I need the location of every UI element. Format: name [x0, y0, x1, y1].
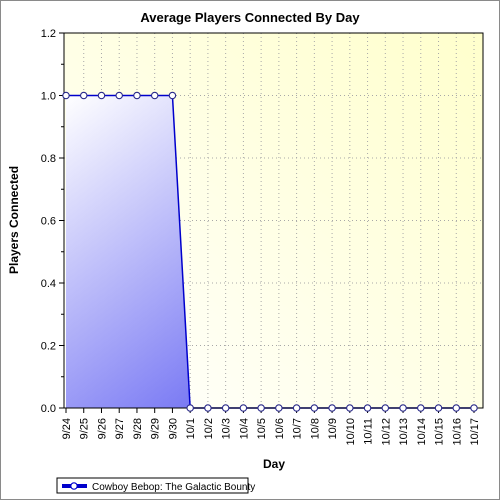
x-tick-label: 10/5 — [256, 418, 268, 439]
y-tick-label: 0.0 — [41, 403, 56, 415]
x-axis-label: Day — [263, 457, 285, 471]
data-point — [470, 404, 478, 412]
y-axis: 0.0 0.2 0.4 0.6 0.8 1.0 1.2 — [41, 28, 64, 415]
data-point — [168, 91, 177, 100]
x-tick-label: 10/9 — [327, 418, 339, 439]
data-point — [97, 91, 106, 100]
x-tick-label: 10/3 — [221, 418, 233, 439]
legend: Cowboy Bebop: The Galactic Bounty — [56, 477, 255, 494]
x-tick-label: 10/17 — [469, 418, 481, 446]
x-tick-label: 10/11 — [363, 418, 375, 445]
x-tick-label: 10/2 — [203, 418, 215, 439]
x-tick-label: 10/7 — [292, 418, 304, 439]
x-tick-label: 10/13 — [398, 418, 410, 446]
y-tick-label: 1.0 — [41, 91, 56, 103]
data-point — [62, 91, 70, 100]
x-tick-label: 10/6 — [274, 418, 286, 439]
x-tick-label: 10/14 — [416, 418, 428, 446]
x-tick-label: 10/12 — [380, 418, 392, 446]
data-point — [79, 91, 88, 100]
x-tick-label: 9/30 — [167, 418, 179, 439]
x-axis: 9/24 9/25 9/26 9/27 9/28 9/29 9/30 10/1 10/2 10/3… — [61, 408, 481, 446]
data-point — [150, 91, 159, 100]
data-point — [434, 404, 443, 412]
x-tick-label: 10/4 — [238, 418, 250, 439]
x-tick-label: 10/16 — [451, 418, 463, 446]
data-points — [62, 91, 478, 412]
data-point — [310, 404, 319, 412]
data-point — [239, 404, 248, 412]
data-point — [399, 404, 407, 412]
data-point — [204, 404, 212, 412]
data-point — [221, 404, 230, 412]
y-tick-label: 0.2 — [41, 341, 56, 353]
x-tick-label: 9/26 — [96, 418, 108, 439]
legend-box — [56, 477, 249, 494]
y-tick-label: 0.6 — [41, 216, 56, 228]
data-point — [363, 404, 372, 412]
data-point — [328, 404, 336, 412]
data-point — [292, 404, 301, 412]
data-point — [381, 404, 390, 412]
x-tick-label: 10/1 — [185, 418, 197, 439]
x-tick-label: 9/28 — [132, 418, 144, 439]
legend-swatch-marker — [70, 482, 78, 490]
x-tick-label: 9/29 — [150, 418, 162, 439]
data-point — [133, 91, 141, 100]
data-point — [257, 404, 265, 412]
x-tick-label: 9/24 — [61, 418, 73, 439]
x-tick-label: 9/25 — [79, 418, 91, 439]
x-tick-label: 9/27 — [114, 418, 126, 439]
data-point — [346, 404, 354, 412]
y-axis-label: Players Connected — [7, 166, 21, 274]
data-point — [186, 404, 194, 412]
data-point — [115, 91, 123, 100]
y-tick-label: 1.2 — [41, 28, 56, 40]
y-tick-label: 0.4 — [41, 278, 56, 290]
data-point — [275, 404, 283, 412]
x-tick-label: 10/8 — [309, 418, 321, 439]
x-tick-label: 10/10 — [345, 418, 357, 446]
x-tick-label: 10/15 — [434, 418, 446, 446]
data-point — [452, 404, 461, 412]
y-tick-label: 0.8 — [41, 153, 56, 165]
chart-title: Average Players Connected By Day — [140, 10, 360, 25]
area-fill — [66, 95, 474, 408]
data-point — [417, 404, 425, 412]
legend-label: Cowboy Bebop: The Galactic Bounty — [92, 482, 255, 493]
